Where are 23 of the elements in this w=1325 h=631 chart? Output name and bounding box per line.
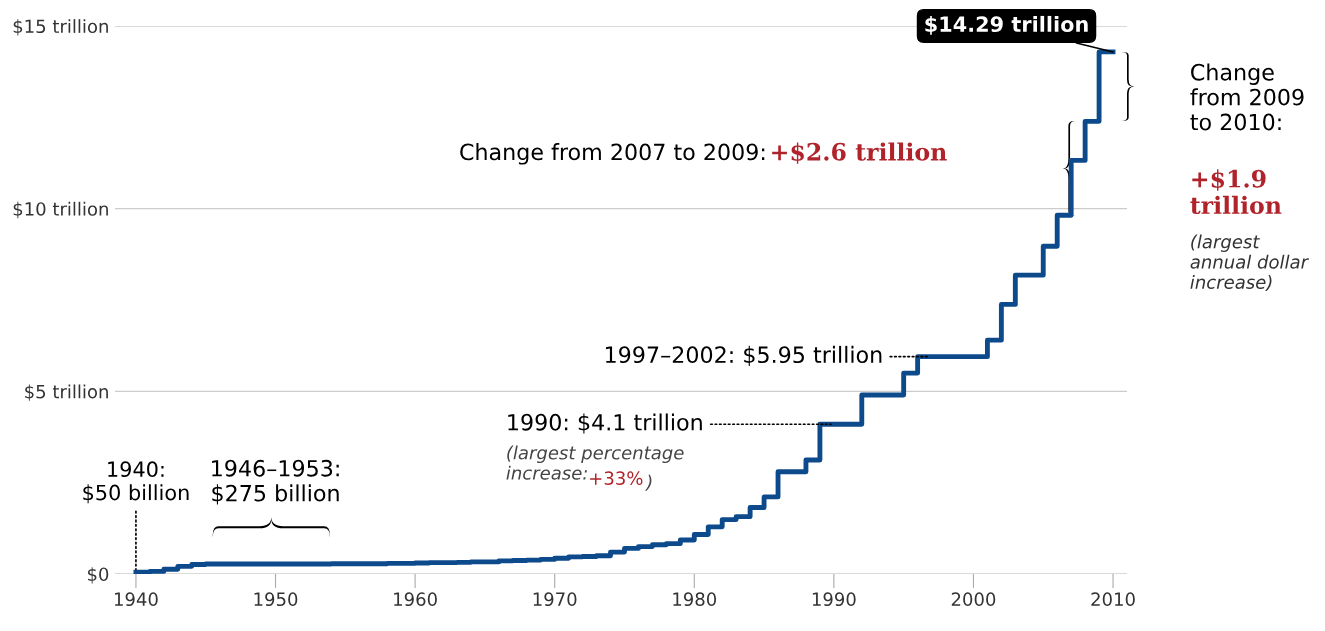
y-tick-label: $10 trillion (13, 201, 108, 219)
text: (largest annual dollar increase) (1190, 234, 1309, 292)
x-tick-label: 1940 (114, 592, 158, 607)
annotation: 1997–2002: $5.95 trillion (605, 345, 882, 367)
y-tick-label: $5 trillion (25, 384, 108, 401)
x-tick-label: 2000 (951, 592, 996, 607)
y-tick-label: $15 trillion (13, 19, 108, 36)
x-tick-label: 1950 (254, 592, 298, 607)
y-tick-label: $0 (87, 567, 109, 584)
text: Change from 2009 to 2010: (1190, 63, 1304, 131)
x-tick-label: 1970 (533, 592, 577, 607)
x-tick-label: 1980 (673, 592, 717, 607)
annotation: +$2.6 trillion (772, 142, 947, 164)
annotation: Change from 2007 to 2009: (460, 143, 765, 165)
x-tick-label: 1990 (812, 592, 856, 607)
annotation: $14.29 trillion (925, 15, 1088, 35)
annotation: 1946–1953: $275 billion (212, 459, 339, 505)
x-tick-label: 1960 (394, 592, 437, 607)
annotation: 1990: $4.1 trillion (508, 413, 702, 434)
annotation: 1940: $50 billion (83, 461, 189, 504)
annotation: +33% (590, 471, 643, 485)
text: +$1.9 trillion (1190, 169, 1282, 215)
x-tick-label: 2010 (1091, 592, 1135, 607)
